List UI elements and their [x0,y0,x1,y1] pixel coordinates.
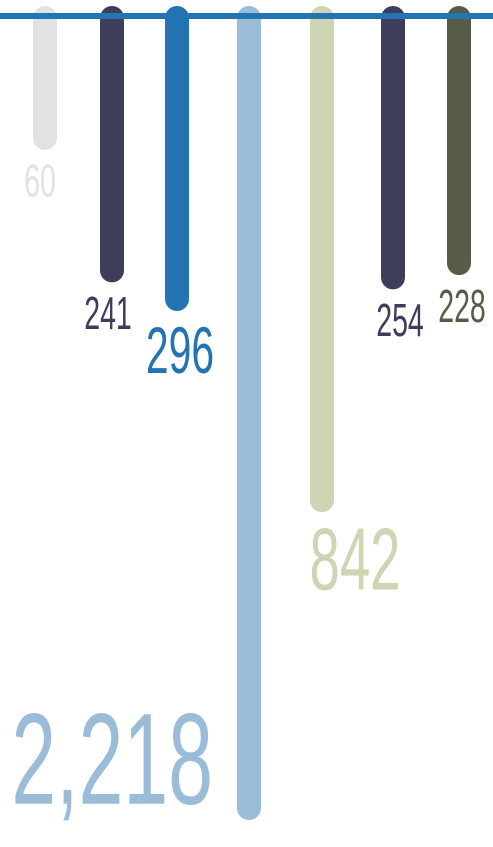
value-label: 228 [438,281,486,333]
top-line [0,13,493,19]
bar [310,6,334,513]
bar [447,6,471,276]
value-label: 60 [24,156,56,208]
bar [33,6,57,150]
value-label: 296 [146,313,214,388]
bar [100,6,124,283]
value-label: 241 [84,288,132,340]
value-label: 254 [376,295,424,347]
value-label: 842 [309,510,400,609]
bar [165,6,189,311]
value-label: 2,218 [11,686,213,831]
bar [237,6,261,820]
bar [381,6,405,290]
